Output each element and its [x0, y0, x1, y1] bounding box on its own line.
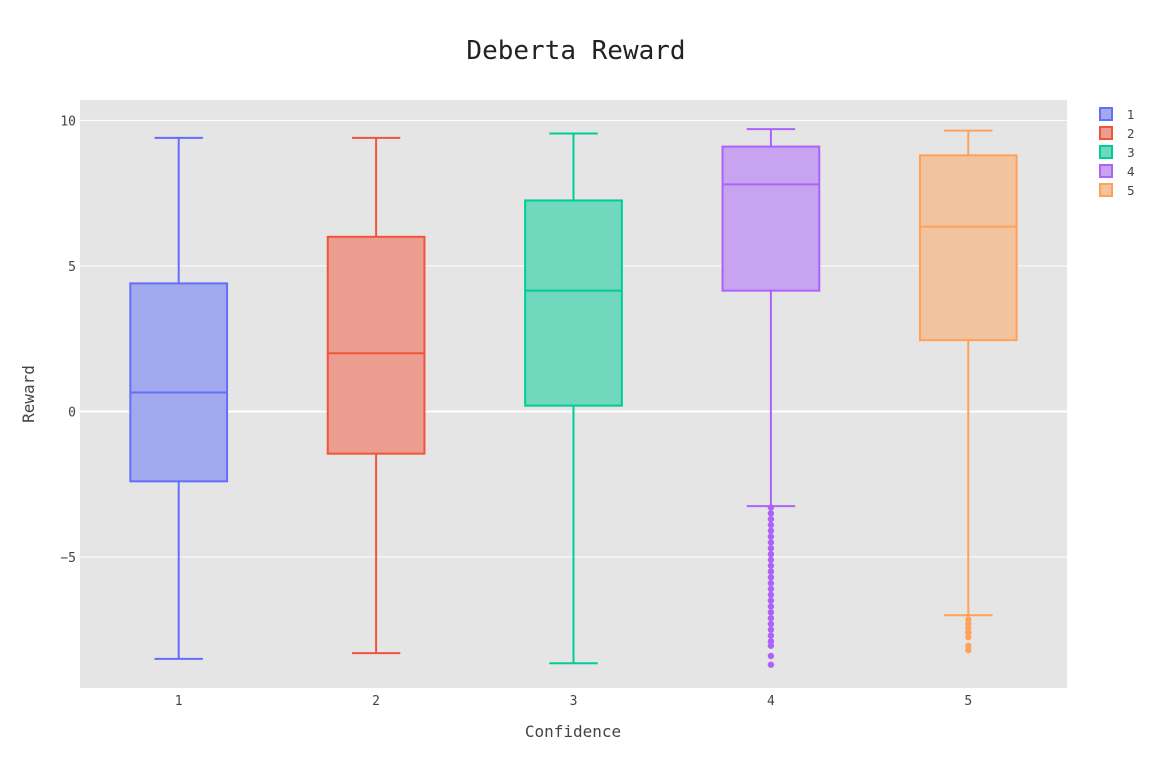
box-series-5 — [918, 129, 1018, 654]
y-axis-label: Reward — [19, 365, 38, 423]
legend-item-5: 5 — [1099, 183, 1135, 198]
outlier-point — [767, 545, 775, 552]
outlier-point — [767, 521, 775, 529]
legend-swatch — [1099, 164, 1113, 178]
box-series-2 — [326, 136, 426, 655]
legend-item-3: 3 — [1099, 145, 1135, 160]
outlier-point — [767, 597, 775, 604]
x-tick-labels: 1 2 3 4 5 — [175, 694, 972, 709]
chart-title: Deberta Reward — [466, 36, 685, 66]
x-tick-label: 3 — [570, 694, 578, 709]
legend-label: 3 — [1127, 146, 1135, 160]
outlier-point — [767, 585, 775, 593]
outlier-point — [767, 661, 775, 668]
y-tick-labels: 10 5 0 −5 — [60, 114, 76, 566]
legend-item-4: 4 — [1099, 164, 1135, 179]
box-iqr — [721, 145, 821, 292]
legend-item-2: 2 — [1099, 126, 1135, 141]
outlier-point — [767, 632, 775, 639]
y-tick-label: 5 — [68, 260, 76, 275]
outlier-point — [965, 633, 972, 641]
legend-swatch — [1099, 145, 1113, 159]
box-series — [129, 128, 1018, 668]
outlier-point — [767, 574, 775, 581]
outlier-point — [767, 533, 775, 540]
legend-label: 1 — [1127, 108, 1135, 122]
box-iqr — [326, 235, 426, 455]
outlier-point — [767, 568, 775, 575]
legend: 1 2 3 4 5 — [1099, 107, 1135, 198]
x-tick-label: 2 — [372, 694, 380, 709]
outlier-point — [767, 609, 775, 616]
outlier-point — [767, 504, 775, 511]
legend-swatch — [1099, 126, 1113, 140]
y-tick-label: −5 — [60, 551, 76, 566]
outlier-point — [767, 652, 775, 660]
legend-label: 2 — [1127, 127, 1135, 141]
outlier-point — [767, 515, 775, 523]
outlier-point — [767, 580, 775, 587]
box-series-1 — [129, 136, 229, 660]
legend-swatch — [1099, 183, 1113, 197]
outlier-point — [767, 539, 775, 546]
box-iqr — [129, 282, 229, 483]
outlier-point — [767, 527, 775, 535]
outlier-point — [767, 626, 775, 633]
outlier-point — [767, 620, 775, 628]
legend-label: 5 — [1127, 184, 1135, 198]
y-tick-label: 10 — [60, 114, 76, 129]
legend-item-1: 1 — [1099, 107, 1135, 122]
box-iqr — [524, 199, 623, 407]
legend-swatch — [1099, 107, 1113, 121]
outlier-point — [767, 556, 775, 564]
x-tick-label: 5 — [964, 694, 972, 709]
outlier-point — [767, 562, 775, 569]
outlier-point — [767, 603, 775, 610]
outlier-point — [965, 646, 972, 654]
x-tick-label: 1 — [175, 694, 183, 709]
x-tick-label: 4 — [767, 694, 775, 709]
outlier-point — [767, 510, 775, 517]
box-series-3 — [524, 132, 623, 665]
y-tick-label: 0 — [68, 405, 76, 420]
outlier-point — [767, 614, 775, 622]
legend-label: 4 — [1127, 165, 1135, 179]
box-iqr — [918, 154, 1018, 342]
outlier-point — [767, 591, 775, 599]
outlier-point — [767, 642, 775, 649]
outlier-point — [767, 550, 775, 558]
x-axis-label: Confidence — [525, 722, 621, 741]
box-series-4 — [721, 128, 821, 668]
